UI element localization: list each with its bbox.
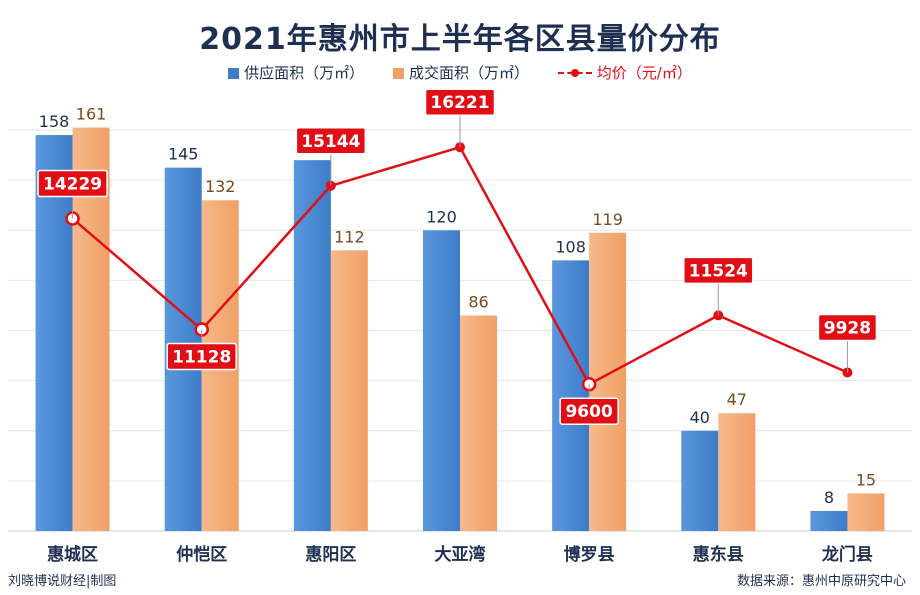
bar-deal xyxy=(847,493,885,531)
data-label-deal: 47 xyxy=(727,390,747,409)
data-label-deal: 112 xyxy=(334,227,365,246)
data-label-supply: 145 xyxy=(168,145,199,164)
data-label-price: 11524 xyxy=(689,261,748,281)
x-tick-label: 大亚湾 xyxy=(435,544,486,565)
data-label-deal: 119 xyxy=(592,210,623,229)
legend-item-deal: 成交面积（万㎡） xyxy=(392,62,529,83)
legend-swatch-supply xyxy=(228,68,240,79)
x-tick-label: 惠城区 xyxy=(47,544,98,565)
legend-label-deal: 成交面积（万㎡） xyxy=(408,64,529,82)
data-label-price: 11128 xyxy=(172,348,231,368)
data-label-deal: 161 xyxy=(76,105,107,124)
x-tick-label: 仲恺区 xyxy=(176,544,227,565)
bar-deal xyxy=(460,315,497,531)
bar-deal xyxy=(718,413,756,531)
price-label-box xyxy=(166,342,237,371)
data-label-price: 9928 xyxy=(824,318,871,338)
data-label-deal: 86 xyxy=(468,292,488,311)
price-label-box xyxy=(817,313,878,342)
bar-supply xyxy=(552,260,590,531)
data-label-supply: 120 xyxy=(426,207,457,226)
legend-label-price: 均价（元/㎡） xyxy=(596,64,692,82)
legend-item-supply: 供应面积（万㎡） xyxy=(228,62,364,83)
data-label-price: 15144 xyxy=(301,132,360,152)
x-tick-label: 龙门县 xyxy=(821,544,873,565)
price-label-box xyxy=(295,127,367,155)
price-label-box xyxy=(559,397,619,425)
legend-item-price: 均价（元/㎡） xyxy=(557,62,692,83)
legend-swatch-deal xyxy=(392,68,404,79)
data-label-deal: 132 xyxy=(205,177,236,196)
bar-supply xyxy=(35,135,73,531)
x-tick-label: 博罗县 xyxy=(564,544,615,565)
data-label-supply: 108 xyxy=(555,237,586,256)
data-label-supply: 40 xyxy=(690,408,710,427)
bar-supply xyxy=(810,510,848,531)
bar-supply xyxy=(293,160,331,532)
data-label-deal: 15 xyxy=(856,470,876,489)
legend: 供应面积（万㎡） 成交面积（万㎡） 均价（元/㎡） xyxy=(0,62,920,83)
price-label-box xyxy=(424,88,496,116)
price-label-box xyxy=(37,169,108,198)
bar-deal xyxy=(330,250,368,531)
data-label-price: 9600 xyxy=(565,402,612,422)
price-label-box xyxy=(683,256,754,285)
footer-credit: 刘晓博说财经|制图 xyxy=(8,574,117,589)
bar-supply xyxy=(423,230,460,531)
legend-swatch-price xyxy=(557,67,592,79)
data-label-price: 16221 xyxy=(430,93,489,113)
footer-source: 数据来源：惠州中原研究中心 xyxy=(736,574,906,589)
data-label-supply: 158 xyxy=(39,112,70,131)
x-tick-label: 惠东县 xyxy=(693,544,744,565)
data-label-supply: 8 xyxy=(824,488,834,507)
data-label-price: 14229 xyxy=(43,175,102,195)
bar-supply xyxy=(681,430,719,531)
x-tick-label: 惠阳区 xyxy=(305,544,356,565)
chart-title: 2021年惠州市上半年各区县量价分布 xyxy=(199,22,721,57)
legend-label-supply: 供应面积（万㎡） xyxy=(244,64,365,82)
